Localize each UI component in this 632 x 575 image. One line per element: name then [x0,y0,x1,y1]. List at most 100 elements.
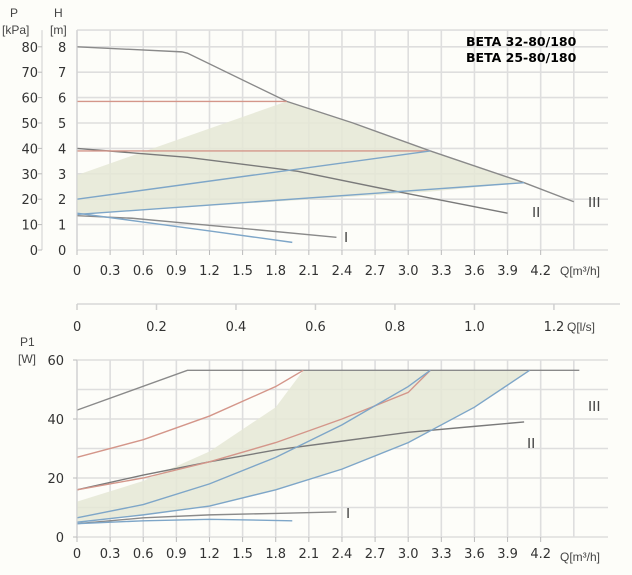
top-series-III [76,46,575,203]
top-operating-area-fill [77,101,525,215]
bottom-x-label: Q[m³/h] [560,550,600,564]
secondary-tick-label: 0.8 [385,320,406,335]
bottom-speed-label-I: I [346,505,350,522]
top-y-tick-m: 1 [58,219,66,234]
top-series-proportional-high [76,150,431,200]
top-grid [76,29,608,251]
bottom-x-tick-label: 0.6 [133,547,154,562]
top-x-tick-label: 2.1 [298,264,319,279]
top-y-tick-m: 0 [58,244,66,259]
bottom-series-red-high [76,369,304,459]
secondary-tick-label: 0.6 [305,320,326,335]
bottom-series-red-mid [76,369,431,491]
top-operating-area [77,101,525,215]
bottom-x-tick-label: 1.2 [199,547,220,562]
top-x-tick-label: 0 [73,264,81,279]
bottom-series-I [76,511,337,525]
bottom-speed-label-III: III [588,398,601,415]
secondary-tick-label: 0 [73,320,81,335]
top-x-tick-label: 4.2 [530,264,551,279]
top-y-tick-m: 2 [58,193,66,208]
top-x-tick-label: 3.3 [431,264,452,279]
y-unit-pressure: [kPa] [2,23,29,37]
bottom-series-II [76,421,525,491]
bottom-series-blue-high [76,369,431,519]
top-x-tick-label: 3.9 [497,264,518,279]
top-y-tick-m: 8 [58,41,66,56]
bottom-x-tick-label: 2.7 [365,547,386,562]
secondary-tick-label: 1.2 [544,320,565,335]
top-series-proportional-low [76,181,525,216]
bottom-x-tick-label: 1.8 [265,547,286,562]
y-label-head: H [54,6,63,20]
y-label-pressure: P [10,6,18,20]
top-x-tick-label: 1.2 [199,264,220,279]
bottom-y-tick-label: 40 [47,413,64,428]
bottom-x-tick-label: 0.3 [100,547,121,562]
secondary-tick-label: 0.2 [146,320,167,335]
model-label-2: BETA 25-80/180 [466,50,577,65]
top-x-tick-label: 0.9 [166,264,187,279]
bottom-y-tick-label: 0 [56,531,64,546]
top-y-tick-kpa: 80 [21,41,38,56]
power-flow-chart: 0 20 40 60 0 0.3 0.6 0.9 1.2 1.5 1.8 2.1 2.4 2.7 3.0 3.… [18,335,608,564]
bottom-x-tick-label: 3.3 [431,547,452,562]
y-unit-power: [W] [18,352,36,366]
bottom-series-blue-low [76,369,531,523]
top-speed-label-II: II [532,204,540,221]
bottom-axes: 0 20 40 60 0 0.3 0.6 0.9 1.2 1.5 1.8 2.1 2.4 2.7 3.0 3.… [47,354,551,562]
top-y-tick-kpa: 20 [21,193,38,208]
top-x-label: Q[m³/h] [560,264,600,278]
top-y-tick-kpa: 60 [21,92,38,107]
secondary-x-label: Q[l/s] [567,320,595,334]
top-y-tick-m: 7 [58,66,66,81]
bottom-series-III [76,369,580,411]
top-y-tick-kpa: 40 [21,142,38,157]
top-y-tick-m: 5 [58,117,66,132]
top-y-tick-m: 6 [58,92,66,107]
bottom-x-tick-label: 0 [73,547,81,562]
y-unit-head: [m] [50,23,67,37]
bottom-series-lines [76,369,580,525]
top-x-tick-label: 0.6 [133,264,154,279]
top-y-tick-kpa: 50 [21,117,38,132]
bottom-speed-label-II: II [527,435,535,452]
top-speed-label-I: I [344,229,348,246]
secondary-tick-label: 0.4 [226,320,247,335]
bottom-x-tick-label: 0.9 [166,547,187,562]
bottom-x-tick-label: 3.9 [497,547,518,562]
bottom-x-tick-label: 2.1 [298,547,319,562]
top-series-II [76,147,508,214]
top-x-tick-label: 1.5 [232,264,253,279]
secondary-flow-axis: 0 0.2 0.4 0.6 0.8 1.0 1.2 [73,303,620,335]
y-label-power: P1 [20,335,35,349]
top-y-tick-kpa: 30 [21,168,38,183]
model-label-1: BETA 32-80/180 [466,34,577,49]
top-y-tick-kpa: 0 [30,244,38,259]
bottom-y-tick-label: 20 [47,472,64,487]
top-x-tick-label: 1.8 [265,264,286,279]
top-y-tick-kpa: 10 [21,219,38,234]
top-series-lines [76,46,575,244]
top-y-tick-kpa: 70 [21,66,38,81]
top-y-tick-m: 4 [58,142,66,157]
bottom-x-tick-label: 3.0 [398,547,419,562]
bottom-x-tick-label: 2.4 [332,547,353,562]
top-x-tick-label: 0.3 [100,264,121,279]
bottom-series-min-curve [76,518,293,525]
top-x-tick-label: 2.4 [332,264,353,279]
bottom-x-tick-label: 4.2 [530,547,551,562]
top-x-tick-label: 2.7 [365,264,386,279]
top-speed-label-III: III [588,194,601,211]
bottom-y-tick-label: 60 [47,354,64,369]
top-x-tick-label: 3.6 [464,264,485,279]
top-series-min-curve [76,212,293,244]
bottom-x-tick-label: 1.5 [232,547,253,562]
top-y-tick-m: 3 [58,168,66,183]
secondary-tick-label: 1.0 [464,320,485,335]
top-x-tick-label: 3.0 [398,264,419,279]
bottom-x-tick-label: 3.6 [464,547,485,562]
